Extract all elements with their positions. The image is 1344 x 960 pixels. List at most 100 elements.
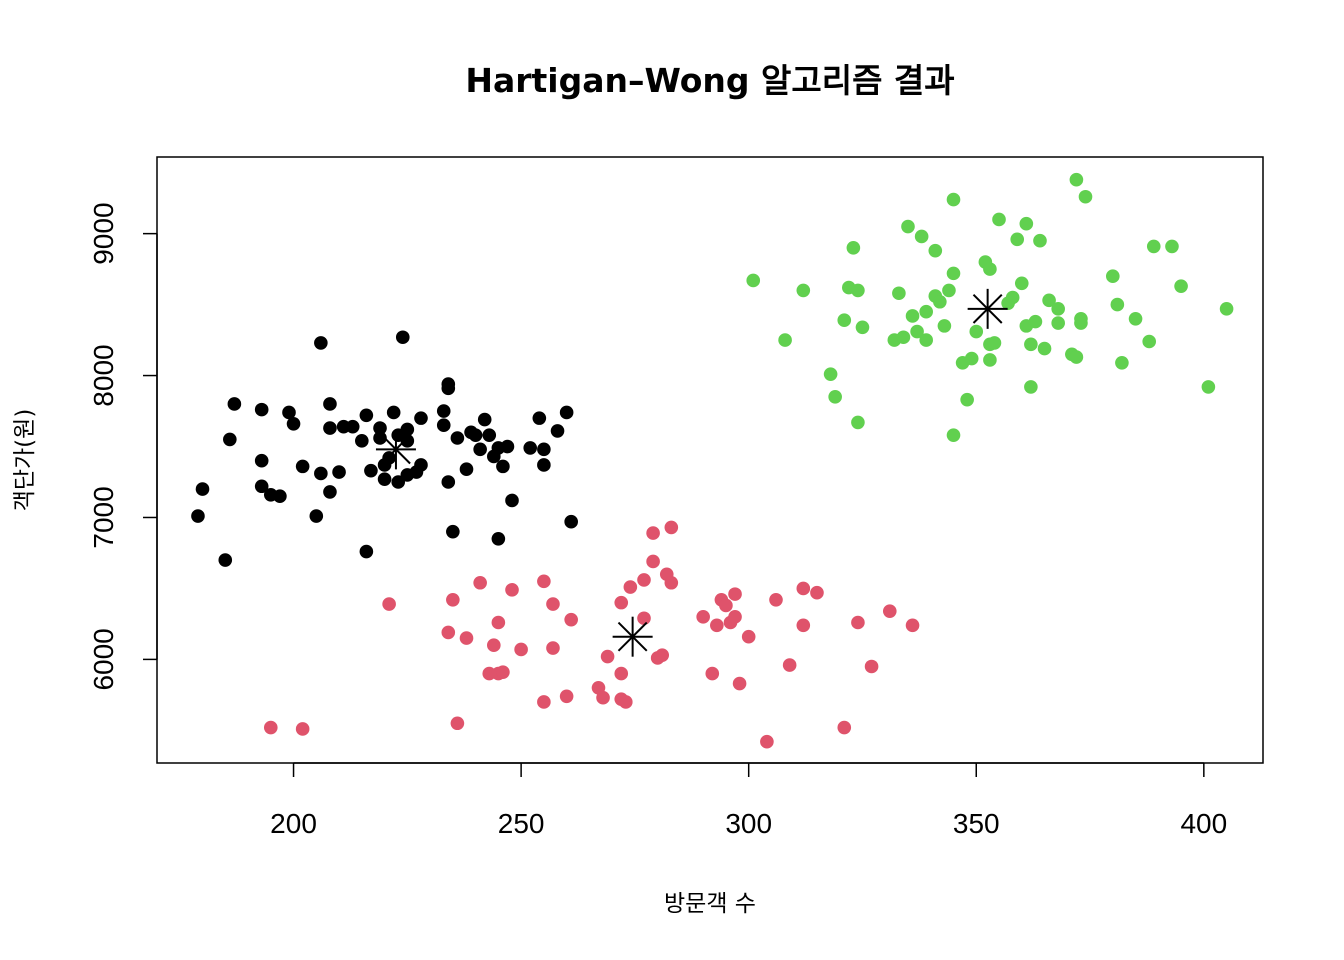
data-point-cluster-1 [323,421,337,435]
data-point-cluster-2 [614,666,629,681]
y-tick-label: 7000 [88,486,119,548]
data-point-cluster-1 [254,453,269,468]
data-point-cluster-1 [414,411,428,425]
data-point-cluster-3 [1074,311,1088,326]
data-point-cluster-3 [942,283,956,298]
data-point-cluster-1 [227,397,242,411]
data-point-cluster-1 [323,397,337,411]
data-points [191,172,1234,749]
data-point-cluster-3 [905,309,920,323]
data-point-cluster-1 [373,431,387,445]
data-point-cluster-2 [646,554,660,569]
data-point-cluster-2 [905,618,920,633]
data-point-cluster-3 [919,304,933,319]
data-point-cluster-1 [436,418,451,433]
data-point-cluster-1 [195,482,210,496]
data-point-cluster-1 [286,417,301,431]
data-point-cluster-2 [728,587,742,601]
data-point-cluster-2 [496,665,510,679]
data-point-cluster-1 [359,544,374,559]
data-point-cluster-3 [946,266,961,281]
data-point-cluster-2 [719,598,733,613]
cluster-centers [375,288,1008,657]
data-point-cluster-3 [1110,297,1125,312]
data-point-cluster-3 [1024,380,1038,394]
data-point-cluster-3 [851,415,865,430]
data-point-cluster-2 [796,618,811,633]
data-point-cluster-3 [1219,302,1234,316]
data-point-cluster-1 [559,405,574,420]
data-point-cluster-2 [741,629,756,644]
data-point-cluster-2 [505,583,519,597]
data-point-cluster-1 [441,381,456,396]
data-point-cluster-3 [1037,341,1052,356]
data-point-cluster-2 [450,716,465,731]
data-point-cluster-1 [355,434,369,448]
data-point-cluster-1 [314,466,328,481]
data-point-cluster-2 [459,631,474,645]
data-point-cluster-2 [473,575,487,590]
y-axis: 6000 7000 8000 9000 [88,202,158,691]
data-point-cluster-2 [537,695,551,709]
data-point-cluster-1 [295,459,310,474]
y-tick-label: 9000 [88,202,119,264]
data-point-cluster-3 [1028,314,1043,329]
cluster-center-marker [612,616,653,657]
data-point-cluster-3 [1051,316,1065,330]
data-point-cluster-2 [732,676,747,691]
data-point-cluster-2 [760,734,774,749]
data-point-cluster-1 [332,465,346,479]
data-point-cluster-2 [546,641,560,655]
data-point-cluster-2 [664,520,679,535]
data-point-cluster-2 [487,638,501,653]
data-point-cluster-1 [537,442,551,457]
center-stroke [381,434,411,465]
data-point-cluster-3 [1042,293,1056,308]
data-point-cluster-2 [882,604,897,618]
data-point-cluster-1 [218,553,233,567]
data-point-cluster-1 [273,489,287,503]
data-point-cluster-1 [282,405,296,420]
y-tick-label: 6000 [88,628,119,690]
data-point-cluster-1 [436,404,451,418]
data-point-cluster-1 [382,451,396,465]
data-point-cluster-3 [901,219,915,234]
data-point-cluster-1 [359,408,374,423]
data-point-cluster-3 [1115,355,1129,370]
data-point-cluster-1 [482,428,497,442]
data-point-cluster-1 [459,462,474,477]
data-point-cluster-1 [377,472,392,486]
data-point-cluster-2 [491,615,506,630]
data-point-cluster-2 [705,666,720,681]
data-point-cluster-1 [523,441,538,455]
data-point-cluster-2 [810,585,824,600]
data-point-cluster-2 [637,573,651,587]
data-point-cluster-1 [537,458,551,472]
data-point-cluster-2 [446,592,460,607]
data-point-cluster-1 [505,493,519,508]
data-point-cluster-2 [596,690,610,705]
data-point-cluster-3 [851,283,865,298]
data-point-cluster-3 [1014,276,1029,291]
data-point-cluster-3 [910,324,924,339]
x-tick-label: 400 [1180,808,1227,839]
data-point-cluster-3 [1019,216,1034,231]
y-axis-label: 객단가(원) [12,409,38,512]
x-tick-label: 350 [953,808,1000,839]
data-point-cluster-3 [896,330,911,345]
data-point-cluster-2 [614,595,629,610]
data-point-cluster-2 [664,575,679,590]
data-point-cluster-2 [559,689,574,704]
data-point-cluster-3 [778,333,792,347]
data-point-cluster-3 [914,229,929,244]
data-point-cluster-3 [1005,290,1020,305]
data-point-cluster-3 [1033,233,1047,248]
data-point-cluster-2 [837,720,852,735]
data-point-cluster-1 [446,524,460,539]
data-point-cluster-1 [254,479,269,494]
data-point-cluster-2 [769,592,783,607]
data-point-cluster-3 [983,262,997,276]
data-point-cluster-2 [295,722,310,736]
data-point-cluster-2 [637,611,651,626]
